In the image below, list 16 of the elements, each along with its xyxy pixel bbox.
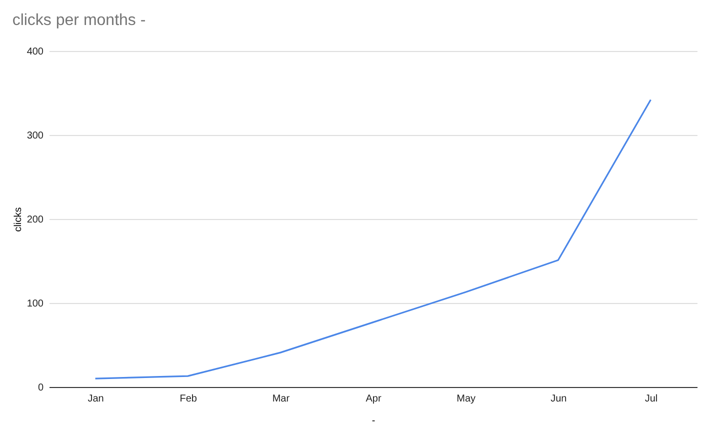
y-tick-label: 0 xyxy=(38,382,44,394)
x-tick-label: Jan xyxy=(88,394,104,404)
y-tick-label: 100 xyxy=(26,298,44,310)
x-tick-label: May xyxy=(456,394,476,404)
line-series xyxy=(94,98,652,380)
x-tick-label: Jul xyxy=(644,394,658,404)
y-axis-title: clicks xyxy=(12,207,24,232)
y-tick-label: 200 xyxy=(26,214,44,226)
y-tick-label: 300 xyxy=(26,130,44,142)
x-tick-label: Jun xyxy=(550,394,567,404)
x-tick-label: Apr xyxy=(366,394,382,404)
chart-title: clicks per months - xyxy=(12,12,146,29)
x-tick-label: Mar xyxy=(272,394,290,404)
x-axis-title: - xyxy=(372,416,376,426)
y-tick-label: 400 xyxy=(26,46,44,58)
x-tick-label: Feb xyxy=(180,394,198,404)
